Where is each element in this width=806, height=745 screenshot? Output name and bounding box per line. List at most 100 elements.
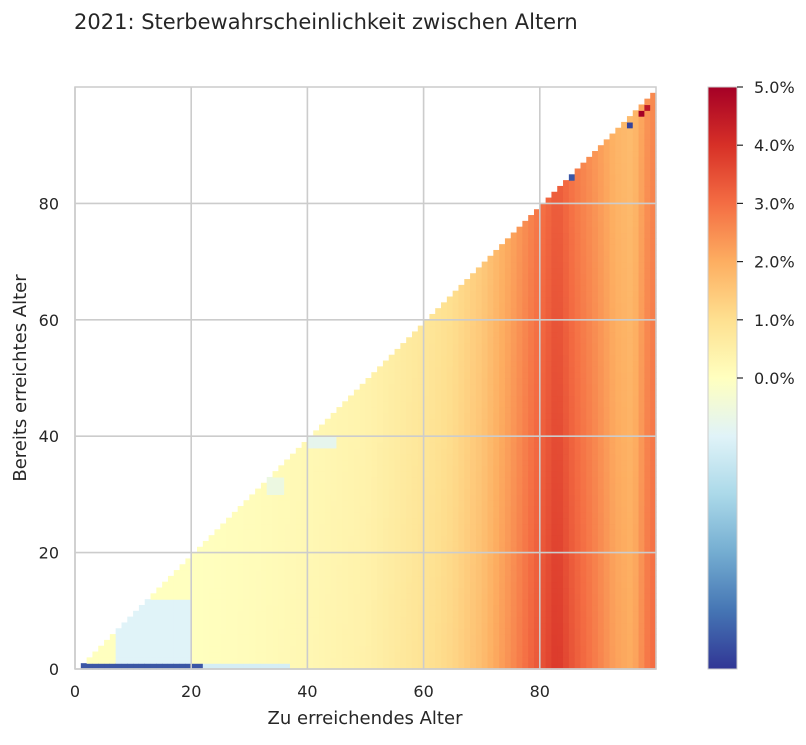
heatmap-cell — [539, 476, 547, 484]
heatmap-cell — [615, 506, 622, 513]
heatmap-cell — [597, 412, 605, 420]
heatmap-cell — [487, 290, 494, 298]
heatmap-cell — [458, 599, 465, 606]
heatmap-cell — [365, 651, 372, 658]
heatmap-cell — [255, 616, 262, 624]
heatmap-cell — [319, 488, 326, 495]
heatmap-cell — [650, 488, 657, 495]
heatmap-cell — [429, 511, 436, 519]
heatmap-cell — [563, 296, 570, 303]
heatmap-cell — [260, 645, 268, 653]
heatmap-cell — [458, 296, 465, 303]
heatmap-cell — [388, 570, 396, 577]
heatmap-cell — [533, 360, 541, 367]
heatmap-cell — [592, 378, 599, 385]
heatmap-cell — [464, 535, 471, 542]
heatmap-cell — [417, 616, 425, 624]
heatmap-cell — [533, 651, 541, 658]
heatmap-cell — [499, 343, 506, 350]
heatmap-cell — [313, 645, 320, 653]
heatmap-cell — [377, 424, 384, 431]
heatmap-cell — [580, 511, 587, 519]
heatmap-cell — [133, 616, 140, 624]
heatmap-cell — [330, 628, 338, 635]
heatmap-cell — [609, 593, 616, 600]
heatmap-cell — [173, 599, 181, 606]
heatmap-cell — [487, 424, 494, 431]
heatmap-cell — [487, 546, 494, 554]
heatmap-cell — [580, 389, 587, 397]
heatmap-cell — [522, 343, 529, 350]
heatmap-cell — [626, 488, 634, 495]
heatmap-cell — [609, 424, 616, 431]
heatmap-cell — [382, 540, 390, 548]
heatmap-cell — [557, 348, 564, 356]
heatmap-cell — [539, 622, 547, 629]
heatmap-cell — [336, 500, 343, 507]
heatmap-cell — [446, 482, 454, 490]
heatmap-cell — [632, 331, 640, 338]
heatmap-cell — [324, 575, 332, 583]
heatmap-cell — [377, 401, 384, 408]
heatmap-cell — [470, 418, 477, 426]
heatmap-cell — [417, 366, 425, 373]
heatmap-cell — [574, 389, 582, 397]
heatmap-cell — [597, 401, 605, 408]
heatmap-cell — [650, 494, 657, 501]
heatmap-cell — [475, 476, 483, 484]
heatmap-cell — [249, 517, 256, 525]
heatmap-cell — [499, 471, 506, 478]
heatmap-cell — [557, 471, 564, 478]
heatmap-cell — [563, 535, 570, 542]
heatmap-cell — [435, 482, 442, 490]
heatmap-cell — [202, 663, 210, 670]
heatmap-cell — [528, 587, 535, 594]
heatmap-cell — [411, 418, 419, 426]
heatmap-cell — [400, 424, 407, 431]
heatmap-cell — [592, 482, 599, 490]
heatmap-cell — [528, 249, 535, 257]
heatmap-cell — [644, 488, 651, 495]
heatmap-cell — [388, 378, 396, 385]
heatmap-cell — [481, 552, 489, 560]
heatmap-cell — [348, 616, 355, 624]
heatmap-cell — [214, 570, 221, 577]
heatmap-cell — [621, 174, 628, 181]
heatmap-cell — [441, 378, 448, 385]
heatmap-cell — [435, 622, 442, 629]
heatmap-cell — [516, 610, 523, 618]
heatmap-cell — [406, 599, 413, 606]
heatmap-cell — [394, 570, 401, 577]
heatmap-cell — [533, 354, 541, 362]
heatmap-cell — [516, 506, 523, 513]
heatmap-cell — [388, 628, 396, 635]
heatmap-cell — [597, 313, 605, 321]
heatmap-cell — [545, 401, 553, 408]
heatmap-cell — [365, 634, 372, 641]
heatmap-cell — [522, 220, 529, 228]
heatmap-cell — [499, 284, 506, 292]
heatmap-cell — [464, 558, 471, 565]
heatmap-cell — [592, 168, 599, 175]
heatmap-cell — [563, 378, 570, 385]
heatmap-cell — [592, 232, 599, 239]
heatmap-cell — [545, 587, 553, 594]
heatmap-cell — [179, 616, 186, 624]
heatmap-cell — [260, 604, 268, 612]
heatmap-cell — [650, 121, 657, 129]
heatmap-cell — [319, 587, 326, 594]
heatmap-cell — [650, 599, 657, 606]
heatmap-cell — [307, 639, 314, 647]
heatmap-cell — [377, 546, 384, 554]
heatmap-cell — [493, 360, 500, 367]
heatmap-cell — [435, 442, 442, 449]
heatmap-cell — [644, 279, 651, 286]
heatmap-cell — [301, 511, 308, 519]
heatmap-cell — [231, 604, 239, 612]
heatmap-cell — [580, 570, 587, 577]
heatmap-cell — [615, 354, 622, 362]
heatmap-cell — [458, 442, 465, 449]
heatmap-cell — [650, 331, 657, 338]
heatmap-cell — [522, 325, 529, 333]
heatmap-cell — [348, 471, 355, 478]
